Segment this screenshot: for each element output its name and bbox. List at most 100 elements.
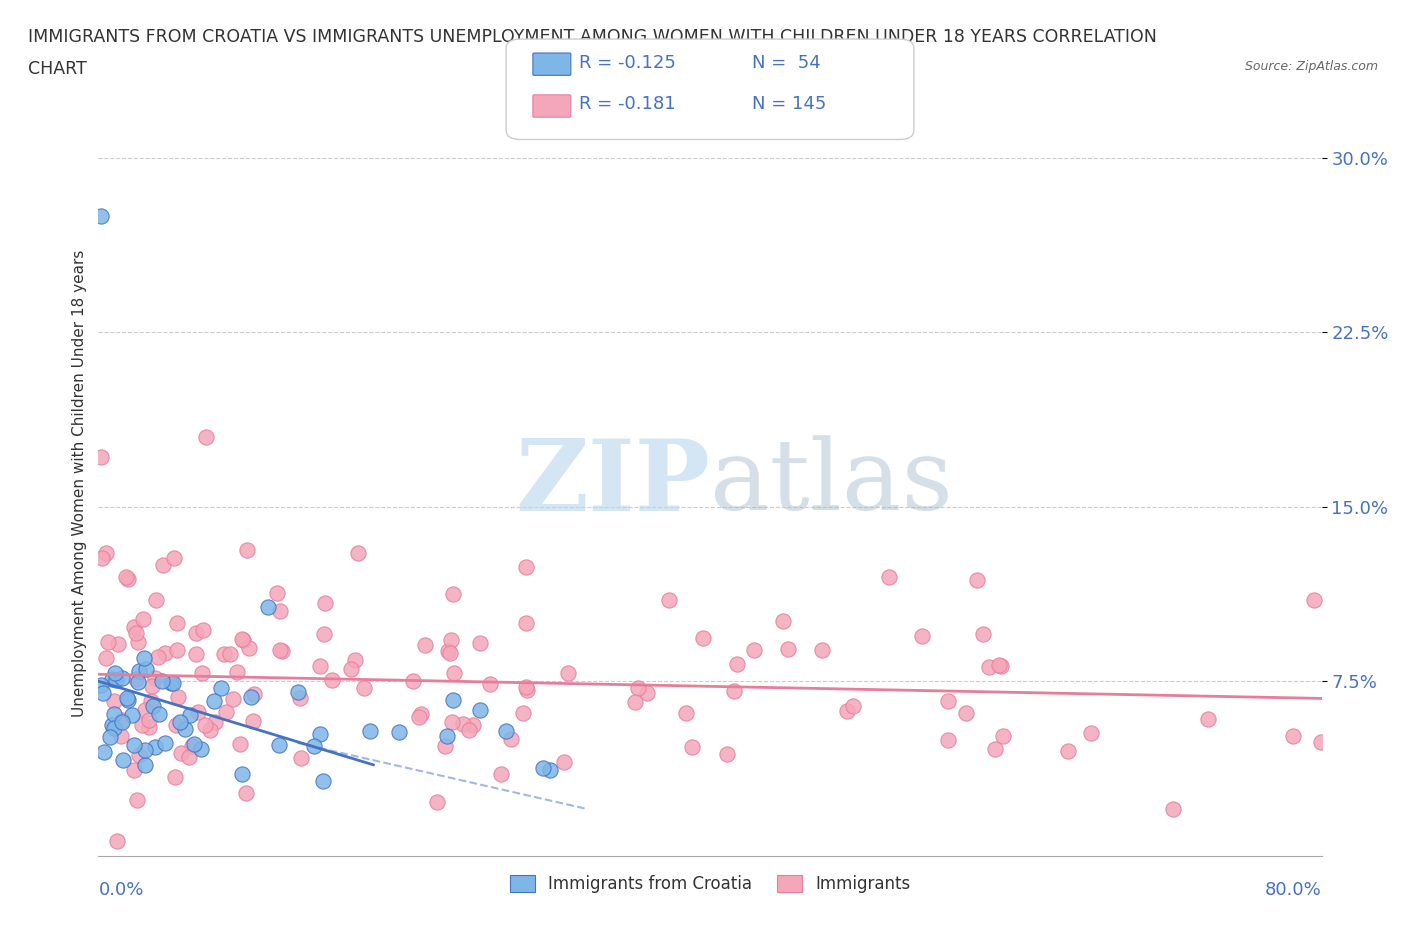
Point — [347, 546, 370, 561]
Point — [309, 658, 332, 673]
Point — [162, 675, 184, 690]
Point — [269, 737, 291, 752]
Point — [104, 672, 127, 687]
Point — [128, 664, 150, 679]
Point — [495, 724, 517, 738]
Point — [100, 717, 122, 732]
Point — [290, 690, 312, 705]
Point — [139, 693, 162, 708]
Point — [983, 742, 1005, 757]
Point — [190, 741, 212, 756]
Point — [229, 737, 252, 751]
Point — [134, 702, 156, 717]
Point — [231, 632, 253, 647]
Point — [134, 650, 156, 665]
Point — [111, 712, 134, 727]
Point — [195, 430, 218, 445]
Point — [1400, 788, 1406, 803]
Point — [636, 685, 658, 700]
Point — [955, 705, 977, 720]
Point — [515, 680, 537, 695]
Text: IMMIGRANTS FROM CROATIA VS IMMIGRANTS UNEMPLOYMENT AMONG WOMEN WITH CHILDREN UND: IMMIGRANTS FROM CROATIA VS IMMIGRANTS UN… — [28, 28, 1157, 46]
Point — [138, 720, 160, 735]
Point — [311, 774, 333, 789]
Point — [235, 786, 257, 801]
Point — [675, 705, 697, 720]
Point — [125, 625, 148, 640]
Point — [772, 614, 794, 629]
Text: atlas: atlas — [710, 435, 953, 532]
Point — [179, 708, 201, 723]
Point — [835, 703, 858, 718]
Point — [312, 627, 335, 642]
Point — [266, 586, 288, 601]
Point — [269, 643, 291, 658]
Point — [152, 557, 174, 572]
Point — [204, 715, 226, 730]
Point — [287, 685, 309, 700]
Point — [1378, 785, 1400, 800]
Point — [117, 690, 139, 705]
Point — [408, 710, 430, 724]
Point — [193, 717, 215, 732]
Point — [160, 675, 183, 690]
Point — [148, 649, 170, 664]
Point — [125, 672, 148, 687]
Point — [723, 684, 745, 698]
Point — [90, 208, 112, 223]
Point — [436, 644, 458, 658]
Point — [165, 769, 187, 784]
Y-axis label: Unemployment Among Women with Children Under 18 years: Unemployment Among Women with Children U… — [72, 250, 87, 717]
Point — [353, 681, 375, 696]
Point — [441, 692, 464, 707]
Point — [1334, 688, 1357, 703]
Point — [966, 572, 988, 587]
Point — [134, 742, 156, 757]
Point — [468, 635, 491, 650]
Point — [977, 659, 1000, 674]
Point — [458, 723, 481, 737]
Point — [692, 631, 714, 645]
Point — [515, 560, 537, 575]
Point — [433, 738, 456, 753]
Point — [117, 693, 139, 708]
Point — [911, 629, 934, 644]
Point — [842, 698, 865, 713]
Point — [142, 699, 165, 714]
Point — [170, 746, 193, 761]
Point — [166, 616, 188, 631]
Point — [163, 551, 186, 565]
Text: N = 145: N = 145 — [752, 95, 827, 113]
Point — [557, 666, 579, 681]
Point — [179, 750, 201, 764]
Point — [256, 600, 278, 615]
Point — [938, 694, 960, 709]
Text: R = -0.125: R = -0.125 — [579, 54, 676, 73]
Point — [1302, 592, 1324, 607]
Point — [190, 665, 212, 680]
Point — [681, 739, 703, 754]
Point — [141, 679, 163, 694]
Point — [93, 685, 115, 700]
Point — [1376, 679, 1399, 694]
Point — [463, 717, 485, 732]
Point — [340, 661, 363, 676]
Point — [184, 626, 207, 641]
Point — [359, 724, 381, 738]
Point — [1080, 726, 1102, 741]
Text: 80.0%: 80.0% — [1265, 881, 1322, 898]
Point — [131, 717, 153, 732]
Point — [100, 730, 122, 745]
Point — [122, 763, 145, 777]
Point — [314, 595, 336, 610]
Point — [512, 706, 534, 721]
Point — [122, 737, 145, 752]
Point — [1161, 802, 1184, 817]
Point — [165, 717, 187, 732]
Point — [238, 641, 260, 656]
Point — [90, 677, 112, 692]
Point — [239, 690, 262, 705]
Point — [231, 766, 253, 781]
Point — [132, 612, 155, 627]
Point — [127, 635, 149, 650]
